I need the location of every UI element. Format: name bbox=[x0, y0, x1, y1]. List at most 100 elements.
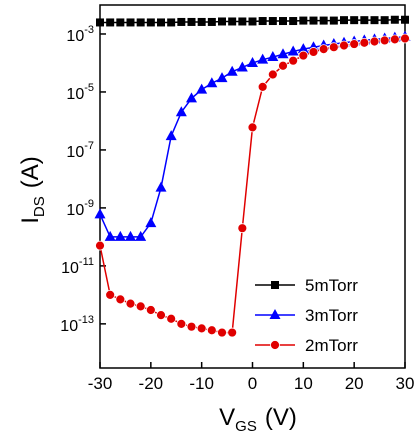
y-tick-power: -11 bbox=[79, 256, 94, 268]
data-point bbox=[125, 230, 136, 241]
data-point bbox=[135, 230, 147, 241]
data-point bbox=[247, 56, 258, 67]
data-point bbox=[309, 16, 318, 25]
data-point bbox=[177, 17, 186, 26]
data-point bbox=[278, 60, 288, 71]
data-point bbox=[339, 40, 349, 51]
data-point bbox=[105, 289, 116, 300]
data-point bbox=[125, 298, 136, 309]
data-point bbox=[258, 17, 267, 26]
y-tick-power: -9 bbox=[84, 198, 94, 210]
data-point bbox=[288, 55, 299, 66]
data-point bbox=[96, 18, 104, 27]
data-point bbox=[350, 16, 359, 25]
data-point bbox=[389, 34, 400, 45]
data-point bbox=[228, 17, 237, 26]
data-point bbox=[135, 301, 146, 312]
data-point bbox=[126, 18, 135, 27]
data-point bbox=[104, 230, 116, 241]
data-point bbox=[95, 240, 105, 251]
data-point bbox=[166, 313, 177, 324]
x-label-main: V bbox=[219, 404, 235, 431]
data-point bbox=[299, 16, 308, 25]
data-point bbox=[136, 18, 145, 27]
x-tick-label: -20 bbox=[139, 374, 164, 393]
data-point bbox=[400, 33, 410, 44]
data-point bbox=[287, 45, 299, 56]
x-label-sub: GS bbox=[235, 418, 257, 435]
data-point bbox=[380, 16, 389, 25]
data-point bbox=[298, 50, 309, 61]
data-point bbox=[207, 17, 216, 26]
data-point bbox=[379, 35, 390, 46]
x-label-unit: (V) bbox=[265, 404, 297, 431]
data-point bbox=[186, 321, 197, 332]
data-point bbox=[165, 130, 177, 141]
data-point bbox=[114, 230, 126, 241]
x-tick-label: 10 bbox=[294, 374, 313, 393]
data-point bbox=[318, 44, 329, 55]
data-point bbox=[297, 43, 309, 54]
x-tick-label: 20 bbox=[345, 374, 364, 393]
y-label-unit: (A) bbox=[17, 156, 44, 188]
y-tick-label: 10-3 bbox=[66, 24, 94, 45]
x-tick-label: -30 bbox=[88, 374, 113, 393]
data-point bbox=[370, 16, 379, 25]
data-point bbox=[146, 18, 155, 27]
data-point bbox=[218, 17, 226, 26]
data-point bbox=[237, 223, 248, 234]
data-point bbox=[267, 69, 278, 80]
x-tick-label: 30 bbox=[396, 374, 415, 393]
y-tick-base: 10 bbox=[66, 144, 84, 161]
x-tick-label: -10 bbox=[189, 374, 214, 393]
data-point bbox=[401, 15, 409, 24]
y-tick-base: 10 bbox=[60, 318, 78, 335]
y-label-main: I bbox=[17, 217, 44, 224]
legend-marker bbox=[269, 309, 281, 319]
data-point bbox=[257, 81, 268, 92]
y-tick-power: -13 bbox=[78, 314, 94, 326]
legend-marker bbox=[270, 340, 280, 350]
y-axis-label: IDS (A) bbox=[17, 156, 48, 224]
data-point bbox=[196, 83, 208, 94]
legend-label: 3mTorr bbox=[305, 306, 358, 325]
data-point bbox=[248, 17, 257, 26]
data-point bbox=[319, 16, 328, 25]
data-point bbox=[175, 106, 187, 117]
data-point bbox=[216, 72, 228, 83]
data-point bbox=[359, 37, 370, 48]
data-point bbox=[257, 53, 269, 64]
data-point bbox=[238, 17, 247, 26]
data-point bbox=[186, 92, 197, 103]
data-point bbox=[267, 51, 279, 62]
data-point bbox=[196, 323, 207, 334]
y-tick-power: -7 bbox=[84, 140, 94, 152]
data-point bbox=[247, 122, 258, 133]
y-tick-label: 10-13 bbox=[60, 314, 94, 335]
y-tick-power: -3 bbox=[84, 24, 94, 36]
data-point bbox=[226, 65, 238, 76]
data-point bbox=[329, 16, 338, 25]
data-point bbox=[289, 17, 298, 26]
data-point bbox=[268, 17, 277, 26]
data-point bbox=[157, 18, 165, 27]
y-tick-label: 10-11 bbox=[61, 256, 94, 277]
data-point bbox=[236, 61, 248, 72]
data-point bbox=[349, 39, 360, 49]
y-tick-base: 10 bbox=[66, 28, 84, 45]
data-point bbox=[167, 18, 176, 27]
legend-marker bbox=[271, 281, 279, 289]
data-point bbox=[115, 294, 126, 305]
data-point bbox=[360, 16, 369, 25]
data-point bbox=[206, 325, 217, 336]
data-point bbox=[369, 36, 380, 47]
series-line bbox=[99, 37, 406, 334]
y-tick-label: 10-5 bbox=[66, 82, 94, 103]
y-tick-base: 10 bbox=[61, 260, 79, 277]
x-tick-label: 0 bbox=[248, 374, 257, 393]
data-point bbox=[106, 18, 115, 27]
y-tick-label: 10-7 bbox=[66, 140, 94, 161]
data-point bbox=[116, 18, 125, 27]
data-point bbox=[277, 48, 289, 59]
